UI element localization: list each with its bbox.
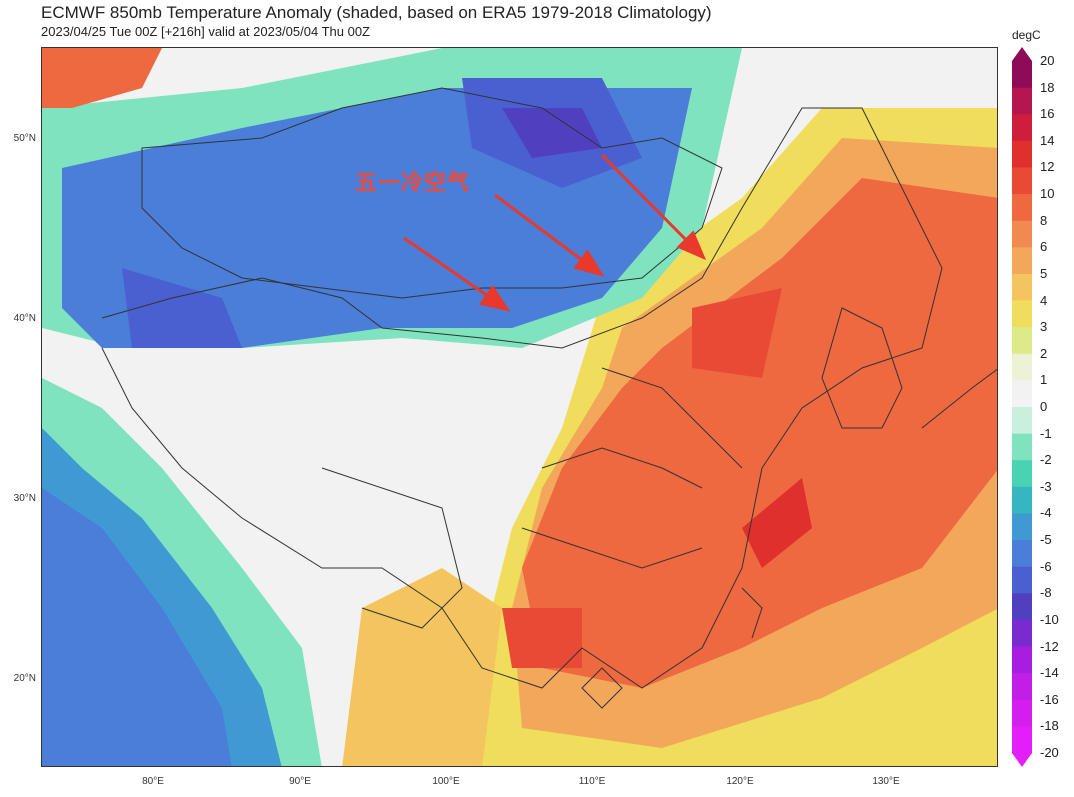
colorbar-tick-label: 14 [1040,132,1055,148]
colorbar-tick-label: -8 [1040,585,1052,601]
colorbar-swatch [1012,140,1032,169]
colorbar-tick-label: -12 [1040,638,1059,654]
colorbar-bottom-extend [1012,753,1032,767]
lon-label-100: 100°E [432,776,460,787]
anomaly-map-svg [42,48,997,766]
colorbar-tick-label: -16 [1040,691,1059,707]
colorbar-tick-label: 4 [1040,292,1048,308]
colorbar-tick-label: -3 [1040,478,1052,494]
colorbar-swatch [1012,673,1032,701]
colorbar-unit: degC [1012,28,1041,42]
colorbar-swatch [1012,61,1032,89]
lat-label-50: 50°N [13,133,36,144]
colorbar-swatch [1012,273,1032,302]
colorbar-swatch [1012,407,1032,435]
cold-air-arrows [403,153,707,312]
chart-title: ECMWF 850mb Temperature Anomaly (shaded,… [41,3,712,22]
lon-label-130: 130°E [872,776,900,787]
colorbar-swatch [1012,300,1032,328]
colorbar-swatch [1012,194,1032,222]
colorbar-swatch [1012,566,1032,594]
lat-label-30: 30°N [13,493,36,504]
colorbar-tick-label: 0 [1040,399,1048,414]
lon-label-110: 110°E [578,776,606,787]
colorbar-tick-label: 2 [1040,345,1048,361]
colorbar-tick-label: -10 [1040,611,1059,627]
chart-subtitle: 2023/04/25 Tue 00Z [+216h] valid at 2023… [41,24,370,39]
lon-label-90: 90°E [289,776,311,787]
colorbar-tick-label: 5 [1040,265,1048,281]
colorbar-tick-label: -4 [1040,505,1052,521]
colorbar-swatch [1012,433,1032,461]
colorbar-tick-label: -14 [1040,665,1059,681]
colorbar-tick-label: -5 [1040,532,1052,548]
colorbar-swatch [1012,726,1032,754]
colorbar-tick-label: 3 [1040,319,1048,335]
colorbar-tick-label: -2 [1040,452,1052,468]
lon-label-80: 80°E [142,776,164,787]
colorbar-swatch [1012,619,1032,648]
colorbar-swatch [1012,114,1032,142]
colorbar-swatch [1012,380,1032,408]
colorbar-tick-label: -1 [1040,425,1052,441]
colorbar-top-extend [1012,47,1032,61]
colorbar-swatch [1012,699,1032,727]
colorbar-swatch [1012,167,1032,195]
colorbar-tick-label: -18 [1040,718,1059,734]
colorbar-tick-label: 20 [1040,53,1055,68]
colorbar-tick-label: 12 [1040,159,1055,175]
colorbar-swatch [1012,87,1032,115]
colorbar-tick-label: 10 [1040,186,1055,202]
colorbar-tick-label: 8 [1040,212,1048,228]
lon-label-120: 120°E [726,776,754,787]
colorbar-tick-label: -20 [1040,745,1059,760]
colorbar-tick-label: 18 [1040,79,1055,95]
colorbar-swatch [1012,513,1032,541]
colorbar-swatch [1012,327,1032,355]
anomaly-map [41,47,998,767]
colorbar-tick-label: 1 [1040,372,1048,388]
colorbar-tick-label: 16 [1040,106,1055,122]
colorbar-tick-label: -6 [1040,558,1052,574]
colorbar-swatch [1012,220,1032,248]
colorbar-swatch [1012,646,1032,674]
colorbar-swatch [1012,540,1032,568]
colorbar-swatch [1012,247,1032,275]
lat-label-20: 20°N [13,673,36,684]
colorbar-swatch [1012,353,1032,381]
colorbar-swatch [1012,460,1032,488]
lat-label-40: 40°N [13,313,36,324]
colorbar [1012,47,1032,767]
colorbar-tick-label: 6 [1040,239,1048,255]
colorbar-swatch [1012,486,1032,515]
cold-air-annotation: 五一冷空气 [355,171,471,196]
colorbar-swatch [1012,593,1032,621]
